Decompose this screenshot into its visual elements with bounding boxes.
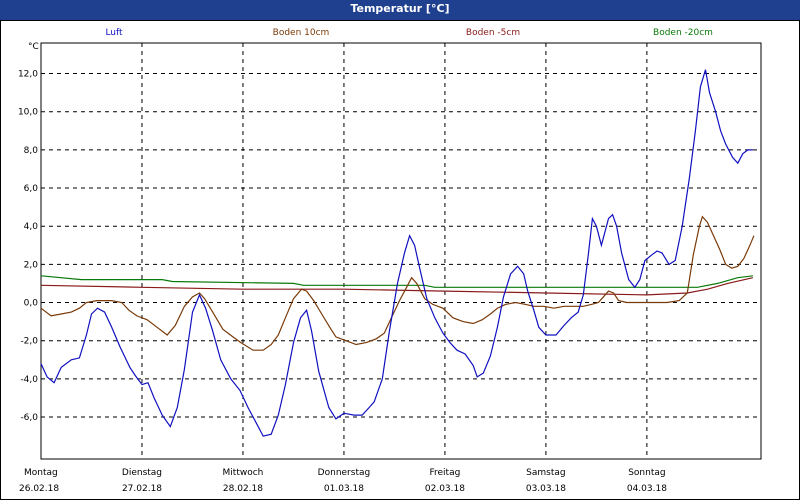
x-tick-date: 26.02.18 <box>19 484 59 494</box>
y-axis-unit-label: °C <box>28 42 39 52</box>
window-title: Temperatur [°C] <box>350 2 450 15</box>
chart-frame: °C 12,0 10,0 8,0 6,0 4,0 2,0 0,0 -2,0 -4,0 -6,0 M… <box>0 20 800 500</box>
series-lines <box>40 69 755 437</box>
y-tick-label: 2,0 <box>24 260 39 270</box>
y-tick-label: 6,0 <box>24 184 39 194</box>
y-tick-label: 12,0 <box>18 70 38 80</box>
y-tick-label: 10,0 <box>18 108 38 118</box>
series-line-1 <box>40 69 753 437</box>
grid-layer <box>41 43 761 459</box>
window-title-bar: Temperatur [°C] <box>0 0 800 20</box>
x-tick-date: 03.03.18 <box>526 484 566 494</box>
legend-entry: Luft <box>105 28 123 38</box>
y-tick-label: 8,0 <box>24 146 39 156</box>
x-tick-day-name: Mittwoch <box>223 468 264 478</box>
y-tick-label: -4,0 <box>20 375 38 385</box>
legend-entry: Boden -20cm <box>653 28 713 38</box>
x-tick-date: 04.03.18 <box>627 484 667 494</box>
legend-entry: Boden 10cm <box>273 28 330 38</box>
x-tick-date: 28.02.18 <box>223 484 263 494</box>
x-tick-day-name: Montag <box>24 468 58 478</box>
y-tick-label: 0,0 <box>24 299 39 309</box>
x-tick-date: 02.03.18 <box>425 484 465 494</box>
x-tick-day-name: Freitag <box>430 468 461 478</box>
series-line-2 <box>40 215 755 351</box>
legend-entry: Boden -5cm <box>466 28 520 38</box>
y-tick-label: -2,0 <box>20 337 38 347</box>
series-line-4 <box>40 275 753 288</box>
x-tick-day-name: Samstag <box>526 468 565 478</box>
plot-area <box>40 42 762 460</box>
x-tick-labels: Montag 26.02.18 Dienstag 27.02.18 Mittwoch 28… <box>19 468 667 494</box>
legend: Luft Boden 10cm Boden -5cm Boden -20cm <box>105 28 713 38</box>
x-tick-date: 01.03.18 <box>324 484 364 494</box>
y-tick-label: 4,0 <box>24 222 39 232</box>
y-tick-labels: 12,0 10,0 8,0 6,0 4,0 2,0 0,0 -2,0 -4,0 -6,0 <box>18 70 38 423</box>
x-tick-day-name: Dienstag <box>122 468 162 478</box>
x-tick-day-name: Donnerstag <box>318 468 371 478</box>
x-tick-day-name: Sonntag <box>628 468 665 478</box>
temperature-chart: °C 12,0 10,0 8,0 6,0 4,0 2,0 0,0 -2,0 -4,0 -6,0 M… <box>18 28 762 494</box>
y-tick-label: -6,0 <box>20 413 38 423</box>
series-line-3 <box>40 277 754 296</box>
x-tick-date: 27.02.18 <box>122 484 162 494</box>
